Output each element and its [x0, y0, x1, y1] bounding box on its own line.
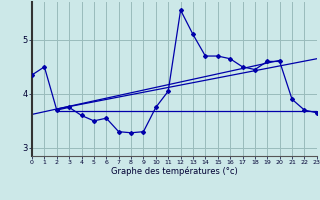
X-axis label: Graphe des températures (°c): Graphe des températures (°c): [111, 167, 238, 176]
